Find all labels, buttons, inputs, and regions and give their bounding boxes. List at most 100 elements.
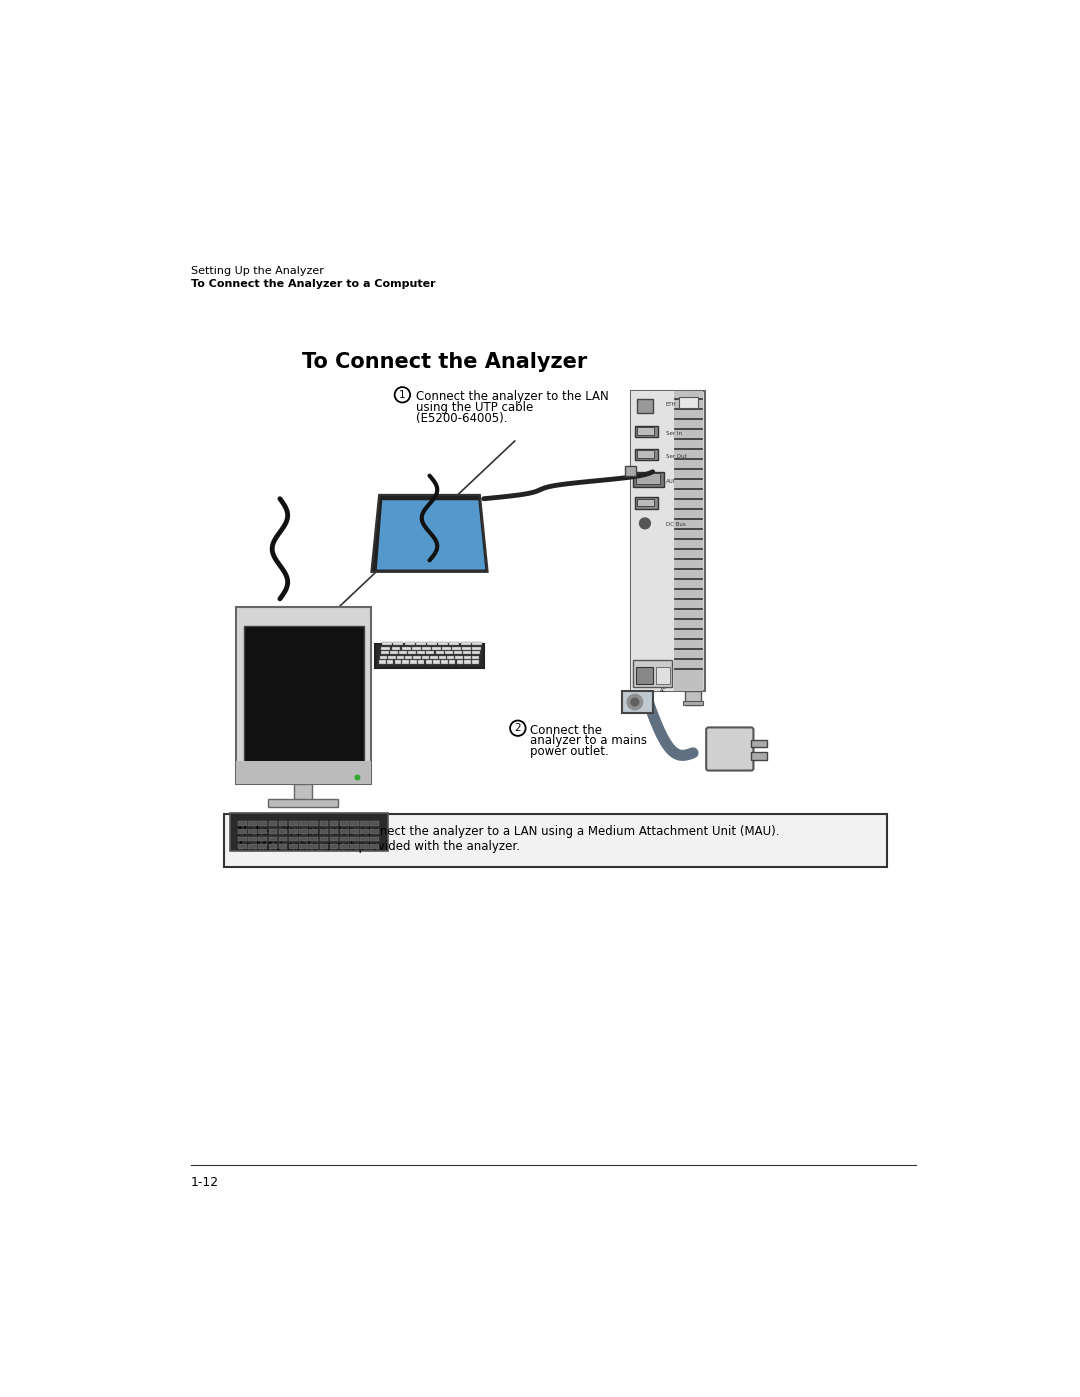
Text: AC: AC	[660, 687, 666, 693]
Circle shape	[355, 775, 360, 780]
Bar	[269, 821, 278, 826]
Bar	[432, 647, 441, 650]
Bar	[380, 655, 387, 659]
Bar	[445, 651, 453, 654]
Bar	[422, 655, 429, 659]
FancyBboxPatch shape	[635, 426, 658, 437]
Text: Connect the analyzer to the LAN: Connect the analyzer to the LAN	[416, 390, 608, 404]
Bar	[438, 643, 448, 645]
Bar	[435, 651, 444, 654]
Bar	[289, 828, 298, 834]
Bar	[392, 647, 401, 650]
Bar	[463, 651, 471, 654]
Text: 2: 2	[514, 724, 522, 733]
Text: power outlet.: power outlet.	[530, 745, 609, 759]
Bar	[451, 647, 461, 650]
Bar	[299, 837, 308, 841]
Bar	[299, 821, 308, 826]
FancyBboxPatch shape	[375, 644, 484, 668]
Polygon shape	[372, 495, 488, 571]
Text: 1-12: 1-12	[191, 1176, 219, 1189]
Bar	[279, 844, 287, 849]
Text: You can also connect the analyzer to a LAN using a Medium Attachment Unit (MAU).: You can also connect the analyzer to a L…	[271, 826, 779, 838]
Bar	[309, 844, 318, 849]
Circle shape	[631, 698, 638, 705]
Bar	[258, 837, 267, 841]
Bar	[279, 828, 287, 834]
FancyBboxPatch shape	[243, 626, 364, 773]
Bar	[370, 821, 379, 826]
FancyBboxPatch shape	[235, 760, 372, 784]
Bar	[430, 655, 437, 659]
Bar	[279, 837, 287, 841]
Bar	[408, 651, 416, 654]
FancyBboxPatch shape	[635, 692, 650, 705]
Bar	[248, 837, 257, 841]
Bar	[340, 821, 349, 826]
Bar	[370, 837, 379, 841]
FancyBboxPatch shape	[225, 814, 887, 866]
Bar	[340, 828, 349, 834]
Bar	[427, 651, 434, 654]
FancyBboxPatch shape	[633, 701, 652, 705]
Bar	[442, 647, 450, 650]
Bar	[269, 844, 278, 849]
Text: ETH: ETH	[666, 401, 677, 407]
Bar	[393, 643, 404, 645]
FancyBboxPatch shape	[656, 668, 670, 685]
Bar	[238, 828, 246, 834]
Bar	[329, 821, 338, 826]
Bar	[411, 647, 420, 650]
Bar	[438, 655, 446, 659]
Bar	[238, 837, 246, 841]
Polygon shape	[377, 500, 485, 570]
FancyBboxPatch shape	[636, 474, 661, 485]
FancyBboxPatch shape	[625, 467, 636, 475]
Bar	[456, 655, 462, 659]
Bar	[329, 828, 338, 834]
Bar	[410, 661, 417, 664]
FancyBboxPatch shape	[637, 499, 654, 507]
Bar	[350, 837, 359, 841]
Text: 1: 1	[400, 390, 406, 400]
Bar	[350, 821, 359, 826]
FancyBboxPatch shape	[679, 397, 699, 408]
Circle shape	[639, 518, 650, 529]
Bar	[382, 643, 392, 645]
Text: AUI: AUI	[666, 479, 675, 483]
Bar	[454, 651, 462, 654]
Bar	[457, 661, 463, 664]
Bar	[340, 837, 349, 841]
Text: Setting Up the Analyzer: Setting Up the Analyzer	[191, 267, 324, 277]
FancyBboxPatch shape	[230, 813, 389, 851]
Bar	[447, 655, 455, 659]
Bar	[416, 643, 426, 645]
Bar	[320, 837, 328, 841]
Bar	[309, 828, 318, 834]
FancyBboxPatch shape	[235, 606, 372, 784]
FancyBboxPatch shape	[637, 450, 654, 458]
Bar	[472, 643, 482, 645]
Text: using the UTP cable: using the UTP cable	[416, 401, 532, 414]
Bar	[405, 655, 413, 659]
FancyBboxPatch shape	[631, 391, 704, 692]
Bar	[396, 655, 404, 659]
Bar	[402, 647, 410, 650]
Bar	[405, 643, 415, 645]
Bar	[417, 651, 426, 654]
Text: analyzer to a mains: analyzer to a mains	[530, 735, 647, 747]
Bar	[390, 651, 397, 654]
FancyBboxPatch shape	[636, 668, 652, 685]
Bar	[350, 844, 359, 849]
Bar	[449, 643, 459, 645]
Bar	[361, 844, 369, 849]
Text: Ser Out: Ser Out	[666, 454, 687, 458]
Bar	[403, 661, 409, 664]
Bar	[248, 844, 257, 849]
FancyBboxPatch shape	[294, 784, 312, 800]
Bar	[751, 752, 767, 760]
FancyBboxPatch shape	[631, 391, 674, 692]
Bar	[472, 647, 481, 650]
Text: Ser In: Ser In	[666, 430, 681, 436]
Bar	[472, 651, 481, 654]
